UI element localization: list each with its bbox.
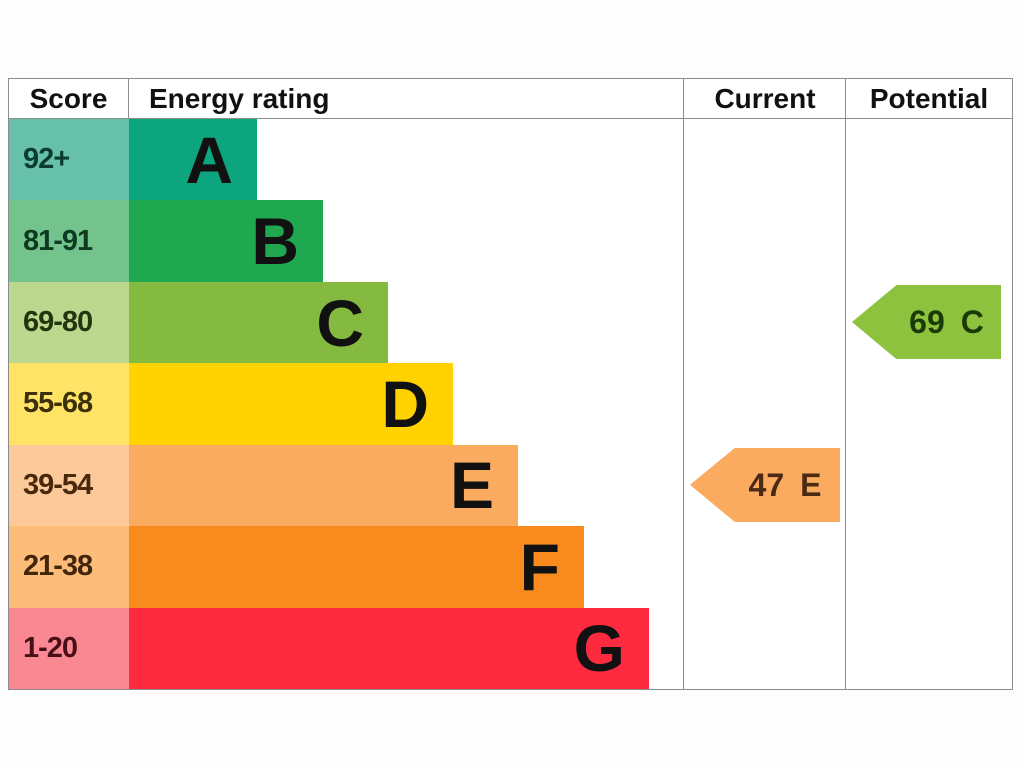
potential-column-header: Potential bbox=[869, 82, 989, 114]
rating-bands-container: 92+ A 81-91 B 69-80 C 55-68 D 39-54 E 21… bbox=[9, 119, 1012, 689]
band-score-range: 81-91 bbox=[9, 200, 129, 282]
current-rating-score: 47 bbox=[748, 466, 785, 503]
potential-rating-score: 69 bbox=[909, 304, 945, 341]
band-bar: D bbox=[129, 363, 453, 445]
band-row: 1-20 G bbox=[9, 607, 1012, 689]
band-letter: F bbox=[519, 529, 560, 604]
epc-table: Score Energy rating Current Potential 92… bbox=[8, 78, 1013, 690]
band-letter: A bbox=[185, 122, 233, 197]
potential-rating-text: 69 C bbox=[909, 306, 984, 338]
band-row: 92+ A bbox=[9, 119, 1012, 201]
band-row: 39-54 E bbox=[9, 444, 1012, 527]
score-column-header: Score bbox=[9, 79, 129, 118]
potential-column-divider bbox=[845, 79, 846, 689]
band-letter: C bbox=[316, 285, 364, 360]
potential-rating-grade: C bbox=[960, 304, 984, 341]
band-letter: E bbox=[449, 448, 494, 523]
band-bar: B bbox=[129, 200, 323, 282]
band-row: 69-80 C bbox=[9, 281, 1012, 364]
energy-rating-column-header: Energy rating bbox=[149, 82, 330, 114]
band-score-range: 1-20 bbox=[9, 607, 129, 689]
band-bar: E bbox=[129, 444, 518, 527]
band-score-range: 39-54 bbox=[9, 444, 129, 527]
band-score-range: 21-38 bbox=[9, 526, 129, 608]
band-letter: B bbox=[251, 204, 299, 279]
band-bar: A bbox=[129, 119, 257, 201]
current-column-header: Current bbox=[714, 82, 816, 114]
band-row: 55-68 D bbox=[9, 363, 1012, 445]
current-rating-grade: E bbox=[800, 466, 822, 503]
band-bar: C bbox=[129, 281, 388, 364]
band-score-range: 55-68 bbox=[9, 363, 129, 445]
current-rating-text: 47 E bbox=[749, 469, 822, 501]
band-bar: F bbox=[129, 526, 584, 608]
band-bar: G bbox=[129, 607, 649, 689]
table-header: Score Energy rating Current Potential bbox=[9, 79, 1012, 119]
band-score-range: 69-80 bbox=[9, 281, 129, 364]
band-letter: D bbox=[381, 366, 429, 441]
band-letter: G bbox=[573, 611, 625, 686]
current-column-divider bbox=[683, 79, 684, 689]
band-row: 21-38 F bbox=[9, 526, 1012, 608]
band-score-range: 92+ bbox=[9, 119, 129, 201]
band-row: 81-91 B bbox=[9, 200, 1012, 282]
